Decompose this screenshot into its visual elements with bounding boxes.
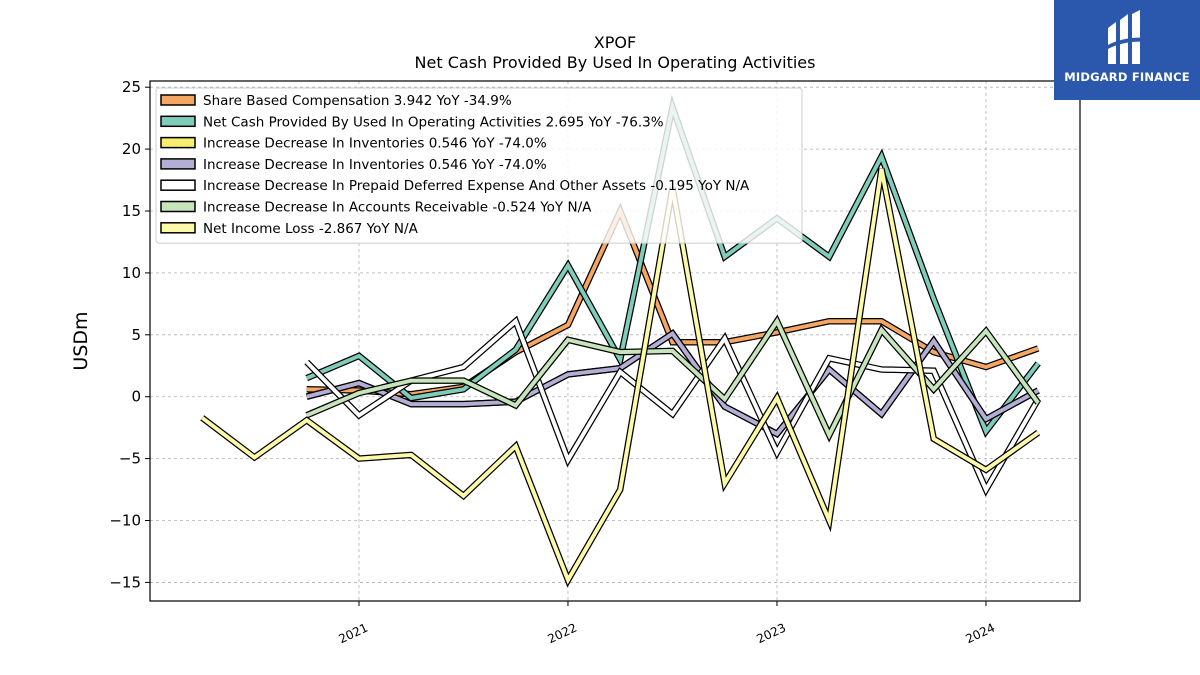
y-tick-label: 5 (131, 326, 141, 344)
legend-box (155, 87, 803, 244)
y-tick-label: 10 (122, 264, 141, 282)
legend-swatch (160, 94, 196, 106)
series-stroke (305, 317, 1040, 440)
brand-name: MIDGARD FINANCE (1064, 70, 1190, 84)
legend-swatch (160, 115, 196, 128)
legend-entry-label: Net Income Loss -2.867 YoY N/A (203, 221, 419, 237)
legend-swatch (160, 200, 196, 213)
legend-swatch (160, 222, 196, 234)
y-axis-label: USDm (70, 311, 92, 370)
legend-entry-label: Net Cash Provided By Used In Operating A… (203, 114, 664, 130)
legend: Share Based Compensation 3.942 YoY -34.9… (155, 87, 803, 244)
series-7-line (200, 168, 1041, 588)
y-tick-label: 20 (122, 140, 141, 158)
legend-entry-label: Increase Decrease In Inventories 0.546 Y… (203, 136, 547, 152)
legend-swatch (160, 179, 196, 191)
legend-entry-label: Increase Decrease In Inventories 0.546 Y… (203, 157, 547, 173)
y-tick-label: −5 (119, 450, 141, 468)
legend-swatch (160, 158, 196, 170)
midgard-logo-icon (1106, 10, 1148, 64)
legend-entry-label: Increase Decrease In Prepaid Deferred Ex… (203, 178, 750, 194)
legend-entry-label: Increase Decrease In Accounts Receivable… (203, 200, 592, 216)
series-stroke (200, 168, 1040, 585)
plot-frame (149, 80, 1081, 602)
series-6-line (305, 314, 1041, 443)
y-tick-label: −10 (109, 512, 141, 530)
y-tick-label: 15 (122, 202, 141, 220)
chart-subtitle: Net Cash Provided By Used In Operating A… (415, 53, 816, 72)
y-tick-label: 25 (122, 78, 141, 96)
y-tick-label: 0 (131, 388, 141, 406)
chart-title: XPOF (594, 33, 636, 52)
legend-entry-label: Share Based Compensation 3.942 YoY -34.9… (203, 93, 512, 109)
y-tick-label: −15 (109, 573, 141, 591)
brand-logo: MIDGARD FINANCE (1054, 0, 1200, 100)
legend-swatch (160, 136, 196, 149)
